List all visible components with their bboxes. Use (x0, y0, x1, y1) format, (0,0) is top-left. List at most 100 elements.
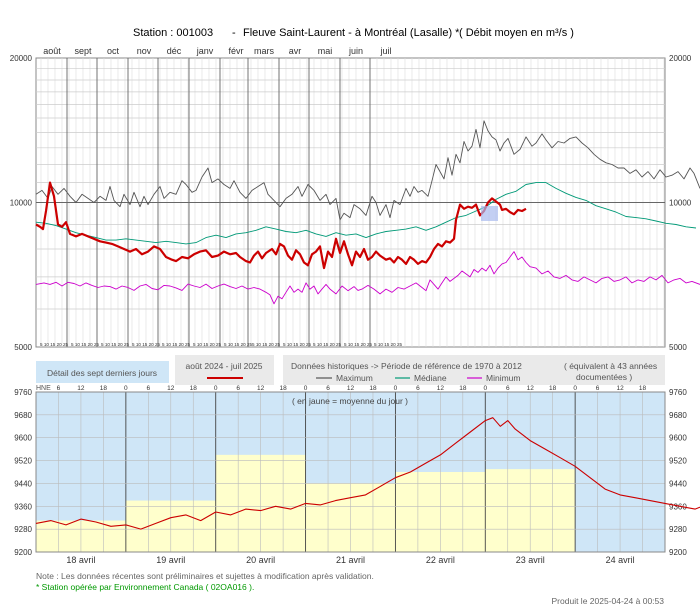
recent-grid (35, 391, 666, 553)
y-tick-label: 10000 (669, 199, 692, 208)
y-tick-label: 9760 (14, 388, 32, 397)
day-tick-label: 5 10 15 20 25 (283, 342, 312, 347)
y-tick-label: 9440 (669, 479, 687, 488)
hour-label: 12 (167, 385, 175, 392)
historical-legend-box (283, 355, 665, 385)
hour-label: 0 (573, 385, 577, 392)
current-line (35, 181, 527, 270)
month-label: oct (107, 46, 120, 56)
hour-label: 12 (437, 385, 445, 392)
hour-label: 0 (483, 385, 487, 392)
day-tick-label: 5 10 15 20 25 (344, 342, 373, 347)
recent-days-label: Détail des sept derniers jours (47, 368, 157, 378)
hour-label: 6 (147, 385, 151, 392)
footer-operator: * Station opérée par Environnement Canad… (36, 582, 254, 592)
y-tick-label: 9440 (14, 479, 32, 488)
recent-y-axis-right: 9200 9280 9360 9440 9520 9600 9680 9760 (669, 388, 687, 557)
y-tick-label: 5000 (14, 343, 32, 352)
month-label: août (43, 46, 61, 56)
hour-label: 18 (190, 385, 198, 392)
day-label: 22 avril (426, 555, 455, 565)
hour-label: 12 (77, 385, 85, 392)
day-label: 19 avril (156, 555, 185, 565)
month-label: juin (348, 46, 363, 56)
median-line (35, 182, 697, 245)
recent-days-chart: ( en jaune = moyenne du jour ) HNE 6 12 18… (14, 385, 700, 565)
title-station: Station : 001003 (133, 27, 213, 39)
legend-equivalent-line1: ( équivalent à 43 années (564, 361, 657, 371)
footer-produced: Produit le 2025-04-24 à 00:53 (552, 596, 665, 606)
y-tick-label: 9600 (14, 434, 32, 443)
hour-label: 6 (506, 385, 510, 392)
day-tick-label: 5 10 15 20 25 (132, 342, 161, 347)
recent-frame (35, 391, 666, 553)
day-tick-label: 5 10 15 20 25 (224, 342, 253, 347)
recent-period-highlight (481, 206, 498, 221)
footer-note: Note : Les données récentes sont prélimi… (36, 571, 374, 581)
month-label: nov (137, 46, 152, 56)
y-tick-label: 9200 (669, 548, 687, 557)
chart-title: Station : 001003 - Fleuve Saint-Laurent … (133, 27, 574, 39)
legend: Détail des sept derniers jours août 2024… (36, 355, 665, 385)
recent-chart-note: ( en jaune = moyenne du jour ) (292, 396, 408, 406)
hour-label: 12 (257, 385, 265, 392)
annual-month-labels: août sept oct nov déc janv févr mars avr mai juin j… (43, 46, 391, 56)
hour-labels: 6 12 18 0 6 12 18 0 6 12 18 0 6 12 18 0 6 12 18 0 6 12 18 0 6 12 1… (57, 385, 647, 392)
y-tick-label: 9280 (669, 525, 687, 534)
day-tick-label: 5 10 15 20 25 (71, 342, 100, 347)
day-tick-label: 5 10 15 20 25 (374, 342, 403, 347)
y-tick-label: 9200 (14, 548, 32, 557)
month-label: janv (196, 46, 214, 56)
hour-label: 18 (279, 385, 287, 392)
day-tick-label: 5 10 15 20 25 (313, 342, 342, 347)
y-tick-label: 9360 (14, 502, 32, 511)
title-unit: ( Débit moyen en m³/s ) (459, 27, 574, 39)
maximum-line (35, 120, 700, 221)
y-tick-label: 9520 (14, 457, 32, 466)
y-tick-label: 9680 (669, 411, 687, 420)
y-tick-label: 9600 (669, 434, 687, 443)
annual-day-ticks: 5 10 15 20 25 5 10 15 20 25 5 10 15 20 25 5… (40, 342, 403, 347)
day-labels: 18 avril 19 avril 20 avril 21 avril 22 avril… (66, 555, 634, 565)
hour-label: 6 (326, 385, 330, 392)
title-river: Fleuve Saint-Laurent - à Montréal (Lasal… (243, 27, 460, 39)
hne-label: HNE (36, 385, 51, 392)
annual-y-axis-left: 20000 10000 5000 (10, 54, 33, 352)
month-label: mars (254, 46, 274, 56)
hour-label: 18 (459, 385, 467, 392)
y-tick-label: 5000 (669, 343, 687, 352)
annual-grid (36, 58, 665, 347)
hour-label: 0 (124, 385, 128, 392)
hour-label: 0 (394, 385, 398, 392)
hour-label: 12 (527, 385, 535, 392)
day-label: 24 avril (606, 555, 635, 565)
current-legend-box (175, 355, 274, 385)
day-label: 21 avril (336, 555, 365, 565)
y-tick-label: 9520 (669, 457, 687, 466)
legend-median-label: Médiane (414, 373, 447, 383)
month-label: avr (289, 46, 302, 56)
y-tick-label: 9360 (669, 502, 687, 511)
month-label: déc (167, 46, 182, 56)
day-tick-label: 5 10 15 20 25 (101, 342, 130, 347)
hour-label: 18 (100, 385, 108, 392)
y-tick-label: 20000 (10, 54, 33, 63)
hour-label: 18 (369, 385, 377, 392)
day-label: 20 avril (246, 555, 275, 565)
y-tick-label: 20000 (669, 54, 692, 63)
legend-maximum-label: Maximum (336, 373, 373, 383)
y-tick-label: 10000 (10, 199, 33, 208)
day-tick-label: 5 10 15 20 25 (193, 342, 222, 347)
y-tick-label: 9760 (669, 388, 687, 397)
month-label: mai (318, 46, 333, 56)
hour-label: 12 (616, 385, 624, 392)
legend-current-label: août 2024 - juil 2025 (185, 361, 262, 371)
hour-label: 12 (347, 385, 355, 392)
recent-y-axis-left: 9200 9280 9360 9440 9520 9600 9680 9760 (14, 388, 32, 557)
hour-label: 6 (596, 385, 600, 392)
month-label: juil (379, 46, 391, 56)
recent-days-box (36, 361, 169, 383)
annual-series (35, 120, 700, 305)
